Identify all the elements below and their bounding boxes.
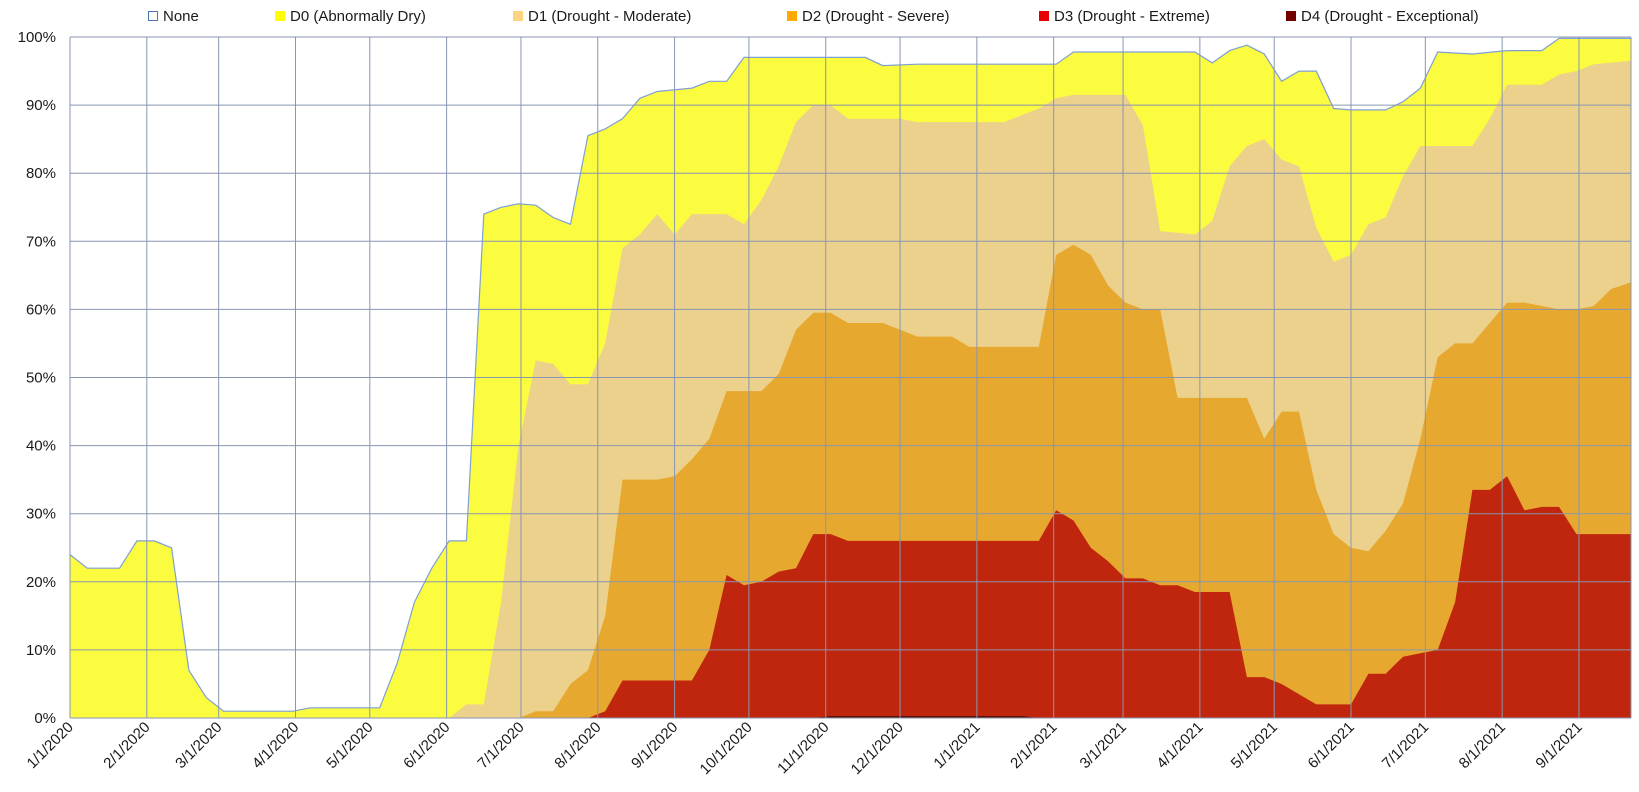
x-tick-label: 10/1/2020 [697, 719, 756, 778]
x-tick-label: 7/1/2020 [474, 719, 527, 772]
grid-layer [69, 36, 1632, 719]
x-tick-label: 5/1/2020 [323, 719, 376, 772]
legend-item-d4: D4 (Drought - Exceptional) [1286, 7, 1479, 25]
x-tick-label: 4/1/2020 [249, 719, 302, 772]
legend-item-d1: D1 (Drought - Moderate) [513, 7, 691, 25]
legend-swatch-none [148, 11, 158, 21]
area-d4 [70, 716, 1631, 718]
x-tick-label: 6/1/2020 [400, 719, 453, 772]
x-tick-label: 8/1/2020 [551, 719, 604, 772]
x-tick-label: 7/1/2021 [1379, 719, 1432, 772]
chart-legend: None D0 (Abnormally Dry) D1 (Drought - M… [0, 0, 1639, 30]
x-tick-label: 2/1/2020 [100, 719, 153, 772]
y-tick-label: 10% [26, 642, 56, 659]
y-tick-label: 80% [26, 165, 56, 182]
legend-swatch-d3 [1039, 11, 1049, 21]
legend-label-d3: D3 (Drought - Extreme) [1054, 7, 1210, 25]
x-tick-label: 1/1/2021 [930, 719, 983, 772]
x-tick-label: 6/1/2021 [1305, 719, 1358, 772]
legend-item-d2: D2 (Drought - Severe) [787, 7, 950, 25]
x-tick-label: 2/1/2021 [1007, 719, 1060, 772]
y-tick-label: 50% [26, 370, 56, 387]
y-tick-label: 70% [26, 233, 56, 250]
y-tick-label: 0% [34, 710, 56, 727]
x-tick-label: 9/1/2020 [628, 719, 681, 772]
y-tick-label: 60% [26, 301, 56, 318]
area-d0-outline [69, 37, 1631, 712]
legend-label-d4: D4 (Drought - Exceptional) [1301, 7, 1479, 25]
area-d3 [70, 476, 1631, 718]
x-tick-label: 3/1/2021 [1077, 719, 1130, 772]
x-tick-label: 3/1/2020 [172, 719, 225, 772]
legend-swatch-d2 [787, 11, 797, 21]
y-tick-label: 30% [26, 506, 56, 523]
y-tick-label: 40% [26, 438, 56, 455]
legend-swatch-d1 [513, 11, 523, 21]
x-tick-label: 5/1/2021 [1228, 719, 1281, 772]
area-d2 [70, 244, 1631, 718]
y-tick-label: 100% [18, 29, 56, 46]
legend-label-d0: D0 (Abnormally Dry) [290, 7, 426, 25]
x-tick-label: 4/1/2021 [1153, 719, 1206, 772]
legend-swatch-d0 [275, 11, 285, 21]
x-tick-label: 12/1/2020 [848, 719, 907, 778]
legend-label-none: None [163, 7, 199, 25]
y-tick-label: 20% [26, 574, 56, 591]
legend-item-none: None [148, 7, 199, 25]
area-layer [69, 37, 1631, 719]
legend-item-d0: D0 (Abnormally Dry) [275, 7, 426, 25]
legend-item-d3: D3 (Drought - Extreme) [1039, 7, 1210, 25]
x-tick-label: 8/1/2021 [1456, 719, 1509, 772]
legend-label-d2: D2 (Drought - Severe) [802, 7, 950, 25]
x-tick-label: 9/1/2021 [1532, 719, 1585, 772]
y-tick-label: 90% [26, 97, 56, 114]
legend-label-d1: D1 (Drought - Moderate) [528, 7, 692, 25]
x-tick-label: 11/1/2020 [774, 719, 832, 777]
legend-swatch-d4 [1286, 11, 1296, 21]
